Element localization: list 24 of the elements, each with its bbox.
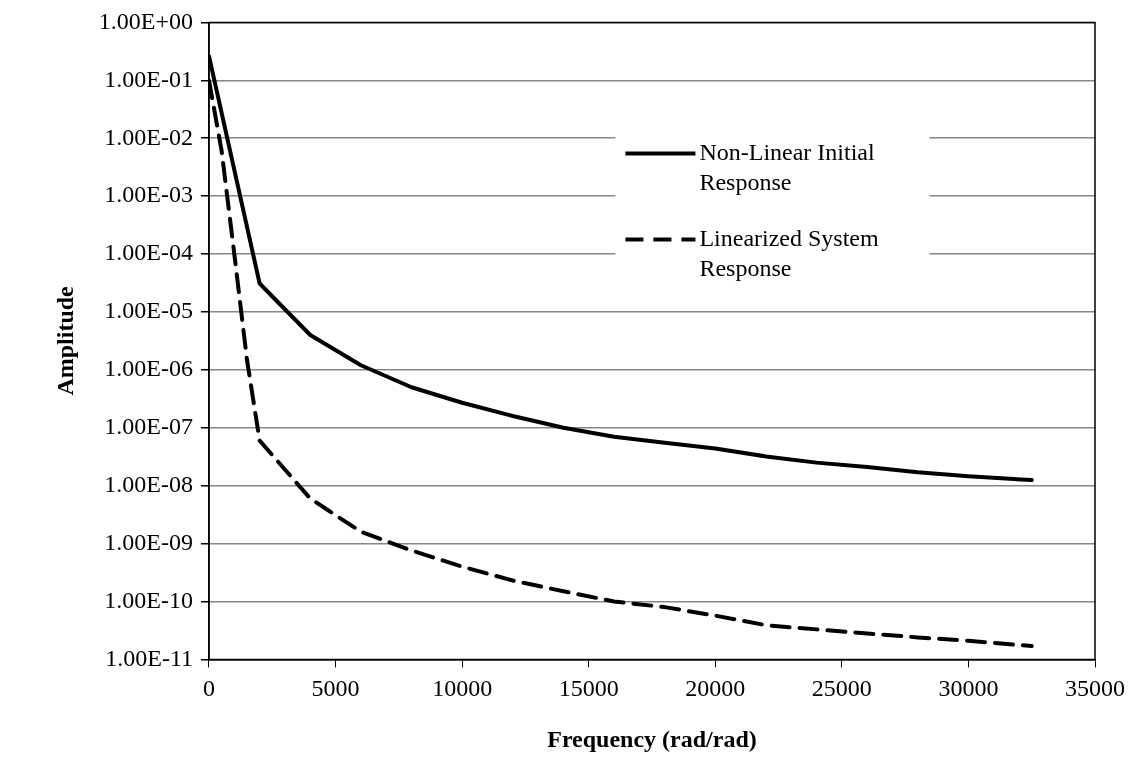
y-tick-label: 1.00E-10: [104, 586, 193, 613]
legend-label: Linearized System Response: [699, 224, 880, 281]
legend-label: Non-Linear Initial Response: [699, 138, 876, 195]
y-tick-label: 1.00E-01: [104, 65, 193, 92]
y-tick-label: 1.00E-06: [104, 355, 193, 382]
y-tick-label: 1.00E-02: [104, 123, 193, 150]
x-tick-label: 15000: [558, 675, 619, 702]
x-tick-label: 25000: [811, 675, 872, 702]
x-axis-title: Frequency (rad/rad): [547, 725, 757, 752]
y-tick-label: 1.00E-05: [104, 297, 193, 324]
x-tick-label: 30000: [938, 675, 999, 702]
y-tick-label: 1.00E-07: [104, 413, 193, 440]
y-axis-title: Amplitude: [51, 285, 78, 396]
y-tick-label: 1.00E-03: [104, 181, 193, 208]
y-tick-label: 1.00E-09: [104, 528, 193, 555]
y-tick-label: 1.00E+00: [98, 7, 193, 34]
x-tick-label: 10000: [432, 675, 493, 702]
x-tick-label: 35000: [1065, 675, 1125, 702]
x-tick-label: 20000: [685, 675, 746, 702]
x-tick-label: 5000: [311, 675, 360, 702]
y-tick-label: 1.00E-11: [105, 644, 193, 671]
y-tick-label: 1.00E-04: [104, 239, 193, 266]
y-tick-label: 1.00E-08: [104, 470, 193, 497]
x-tick-label: 0: [203, 675, 215, 702]
